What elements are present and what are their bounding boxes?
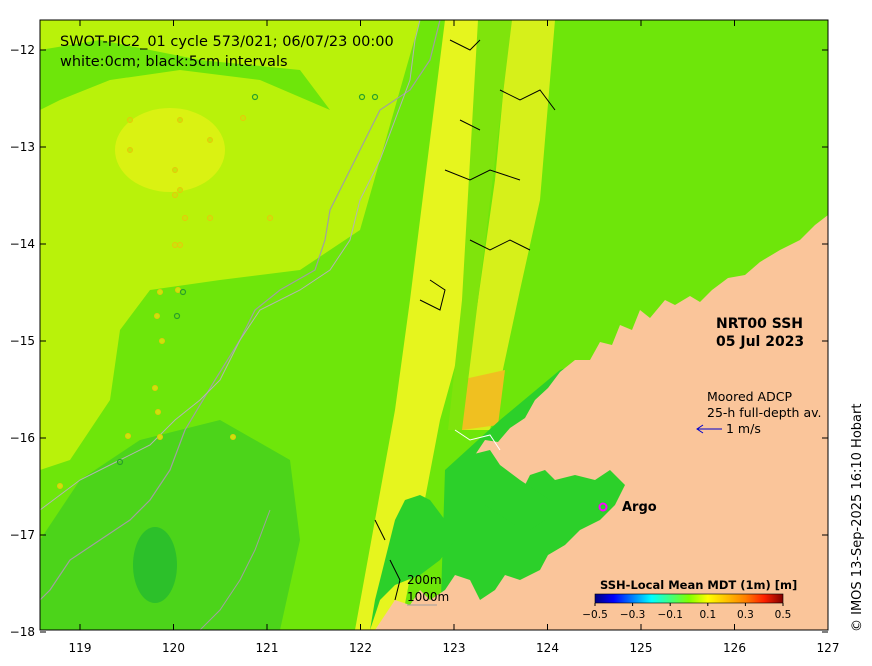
- x-tick-label: 125: [630, 641, 653, 655]
- adcp-arrow-icon: [696, 424, 722, 434]
- x-tick-label: 120: [162, 641, 185, 655]
- x-axis-ticks: 119 120 121 122 123 124 125 126 127: [69, 20, 840, 655]
- colorbar-title: SSH-Local Mean MDT (1m) [m]: [600, 578, 797, 592]
- ssh-green-lobe: [40, 40, 330, 110]
- colorbar-tick-label: 0.5: [775, 609, 792, 621]
- colorbar-tick-label: −0.1: [657, 609, 683, 621]
- product-date: 05 Jul 2023: [716, 334, 804, 350]
- x-tick-label: 126: [723, 641, 746, 655]
- colorbar-tick-label: 0.3: [737, 609, 754, 621]
- isobath-200m: [40, 20, 441, 601]
- y-tick-label: −15: [10, 334, 35, 348]
- plot-frame: [39, 19, 829, 631]
- contour-black-2: [374, 89, 556, 601]
- adcp-sublabel: 25-h full-depth av.: [707, 405, 822, 420]
- colorbar: SSH-Local Mean MDT (1m) [m] −0.5 −0.3 −0.1…: [582, 578, 797, 621]
- x-tick-label: 119: [69, 641, 92, 655]
- map-title: SWOT-PIC2_01 cycle 573/021; 06/07/23 00:…: [60, 34, 394, 50]
- ssh-local-low: [133, 527, 177, 603]
- y-tick-label: −17: [10, 528, 35, 542]
- argo-label: Argo: [622, 500, 657, 515]
- mooring-dots-green: [116, 93, 379, 466]
- king-sound-water: [455, 450, 550, 530]
- x-tick-label: 127: [817, 641, 840, 655]
- isobath-200m-south: [199, 509, 271, 630]
- map-plot-area: [40, 20, 828, 630]
- y-tick-label: −13: [10, 140, 35, 154]
- adcp-label: Moored ADCP: [707, 389, 792, 404]
- argo-marker-icon: [598, 502, 608, 512]
- contour-black-1: [419, 39, 531, 311]
- x-tick-label: 122: [349, 641, 372, 655]
- colorbar-tick-label: −0.5: [582, 609, 608, 621]
- y-tick-label: −18: [10, 625, 35, 639]
- x-tick-label: 123: [443, 641, 466, 655]
- ssh-low-region-southwest: [40, 420, 300, 630]
- colorbar-tick-label: 0.1: [699, 609, 716, 621]
- x-tick-label: 121: [256, 641, 279, 655]
- swot-swath-orange: [460, 370, 505, 430]
- colorbar-ticks: −0.5 −0.3 −0.1 0.1 0.3 0.5: [582, 603, 791, 621]
- colorbar-tick-label: −0.3: [620, 609, 646, 621]
- y-tick-label: −12: [10, 43, 35, 57]
- coastal-green-south: [370, 495, 455, 630]
- credit-text: © IMOS 13-Sep-2025 16:10 Hobart: [850, 404, 865, 632]
- product-label: NRT00 SSH: [716, 316, 803, 332]
- y-tick-label: −14: [10, 237, 35, 251]
- mooring-dots: [57, 115, 273, 489]
- ssh-local-high: [115, 108, 225, 192]
- y-axis-ticks: −12 −13 −14 −15 −16 −17 −18: [10, 43, 828, 639]
- swot-swath-green-strip: [448, 20, 512, 430]
- land-mass: [375, 215, 828, 630]
- adcp-scale-label: 1 m/s: [726, 421, 761, 436]
- contour-white-1: [454, 429, 501, 451]
- colorbar-gradient: [594, 593, 784, 604]
- isobath-legend-1000: 1000m: [407, 590, 449, 604]
- map-subtitle: white:0cm; black:5cm intervals: [60, 54, 288, 70]
- isobath-1000m: [40, 20, 421, 511]
- isobath-legend-200: 200m: [407, 573, 442, 587]
- swot-swath-left: [355, 20, 500, 630]
- y-tick-label: −16: [10, 431, 35, 445]
- swot-swath-right: [458, 20, 555, 430]
- x-tick-label: 124: [536, 641, 559, 655]
